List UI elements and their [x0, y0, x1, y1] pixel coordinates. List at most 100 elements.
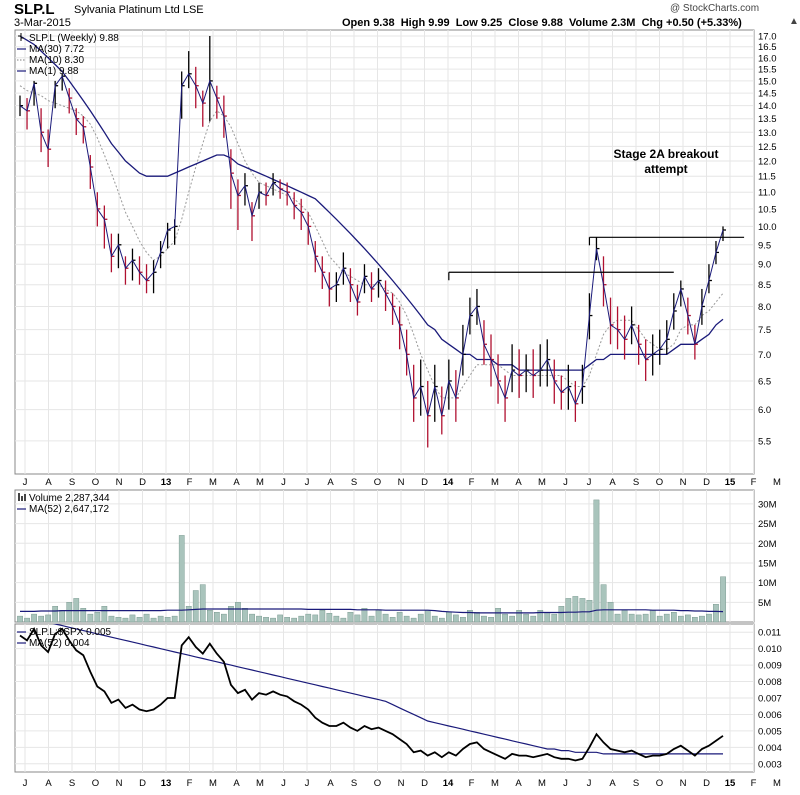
volume-bar — [417, 613, 424, 623]
volume-bar — [59, 610, 66, 623]
price-y-tick: 6.0 — [758, 405, 771, 416]
volume-y-tick: 20M — [758, 539, 777, 550]
volume-bar — [284, 617, 291, 623]
volume-bar — [228, 606, 234, 623]
volume-bar — [671, 612, 677, 623]
volume-bar — [171, 615, 178, 623]
price-x-label: D — [703, 477, 710, 488]
ohlc-bar — [398, 306, 403, 350]
price-y-tick: 11.0 — [758, 188, 776, 199]
ratio-y-tick: 0.003 — [758, 759, 782, 770]
volume-bar — [319, 610, 326, 623]
ratio-x-label: N — [116, 778, 123, 789]
price-x-label: D — [421, 477, 428, 488]
price-x-label: N — [398, 477, 405, 488]
volume-bar — [122, 617, 129, 623]
volume-bar — [410, 617, 417, 623]
volume-legend-icon — [21, 496, 23, 501]
ratio-x-label: O — [92, 778, 99, 789]
volume-bar — [621, 610, 628, 623]
volume-bar — [263, 617, 269, 623]
volume-bar — [143, 613, 150, 623]
price-x-label: J — [587, 477, 592, 488]
ratio-x-label: D — [139, 778, 146, 789]
volume-bar — [277, 614, 284, 623]
price-x-label: A — [327, 477, 334, 488]
ohlc-bar — [722, 226, 726, 242]
volume-panel: 5M 10M 15M 20M 25M 30M Volume 2,287,344MA(52) … — [14, 489, 777, 623]
price-x-label: M — [209, 477, 217, 488]
price-x-label: F — [187, 477, 193, 488]
price-legend-label: MA(1) 9.88 — [29, 66, 79, 77]
volume-bar — [656, 615, 663, 623]
price-y-tick: 10.0 — [758, 222, 777, 233]
ratio-x-label: S — [69, 778, 75, 789]
volume-bar — [66, 602, 73, 623]
volume-ma52-line — [20, 608, 724, 614]
volume-bar — [509, 615, 516, 623]
volume-bar — [347, 612, 354, 623]
price-x-label: 14 — [443, 477, 454, 488]
volume-bar — [396, 612, 403, 623]
ratio-y-tick: 0.009 — [758, 661, 782, 672]
price-y-tick: 12.0 — [758, 156, 777, 167]
ratio-x-label: O — [656, 778, 663, 789]
high-value: 9.99 — [428, 17, 450, 29]
volume-bar — [649, 610, 656, 623]
price-y-tick: 17.0 — [758, 32, 777, 43]
price-y-tick: 16.5 — [758, 42, 777, 53]
volume-bar — [537, 610, 544, 623]
price-x-label: 15 — [725, 477, 736, 488]
ratio-x-label: M — [773, 778, 781, 789]
volume-bar — [298, 615, 305, 623]
low-value: 9.25 — [480, 17, 503, 29]
ratio-y-tick: 0.011 — [758, 628, 781, 639]
volume-bar — [467, 610, 473, 623]
ratio-legend-label: MA(52) 0.004 — [29, 638, 90, 649]
price-x-label: D — [139, 477, 146, 488]
price-y-tick: 13.0 — [758, 128, 777, 139]
price-x-label: O — [92, 477, 99, 488]
price-x-label: N — [680, 477, 687, 488]
ratio-x-label: M — [209, 778, 217, 789]
ratio-y-tick: 0.010 — [758, 644, 782, 655]
volume-bar — [150, 617, 157, 623]
volume-bar — [242, 608, 248, 623]
volume-bar — [220, 613, 227, 623]
price-x-label: O — [374, 477, 381, 488]
volume-legend-icon — [24, 494, 26, 501]
volume-legend-label: MA(52) 2,647,172 — [29, 504, 109, 515]
price-x-label: S — [69, 477, 75, 488]
volume-bar — [129, 614, 136, 623]
volume-bar — [24, 617, 30, 623]
price-y-tick: 16.0 — [758, 53, 777, 64]
volume-y-tick: 25M — [758, 519, 777, 530]
volume-bar — [678, 615, 684, 623]
price-x-label: F — [469, 477, 475, 488]
ratio-x-label: J — [305, 778, 310, 789]
ma1-close-line — [19, 72, 724, 416]
volume-bar — [523, 613, 530, 623]
ohlc-readout: Open 9.38 High 9.99 Low 9.25 Close 9.88 … — [342, 17, 742, 29]
volume-label: Volume — [568, 17, 608, 29]
volume-bar — [291, 617, 298, 623]
volume-bar — [431, 615, 438, 623]
ma30-line — [19, 35, 724, 371]
volume-bar — [326, 613, 333, 623]
ratio-x-label: M — [491, 778, 499, 789]
volume-bar — [340, 617, 347, 623]
annotation-line-1: Stage 2A breakout — [614, 147, 719, 161]
price-y-tick: 15.5 — [758, 65, 777, 76]
ohlc-bar — [448, 359, 452, 410]
volume-bar — [256, 615, 262, 623]
volume-bar — [382, 613, 389, 623]
volume-bar — [558, 606, 565, 623]
volume-bar — [474, 612, 480, 623]
volume-bar — [136, 617, 143, 623]
volume-bar — [642, 613, 649, 623]
price-y-tick: 15.0 — [758, 76, 777, 87]
annotation-line-2: attempt — [644, 162, 687, 176]
ratio-ma52-line — [52, 624, 723, 755]
exchange-label: LSE — [182, 4, 204, 16]
